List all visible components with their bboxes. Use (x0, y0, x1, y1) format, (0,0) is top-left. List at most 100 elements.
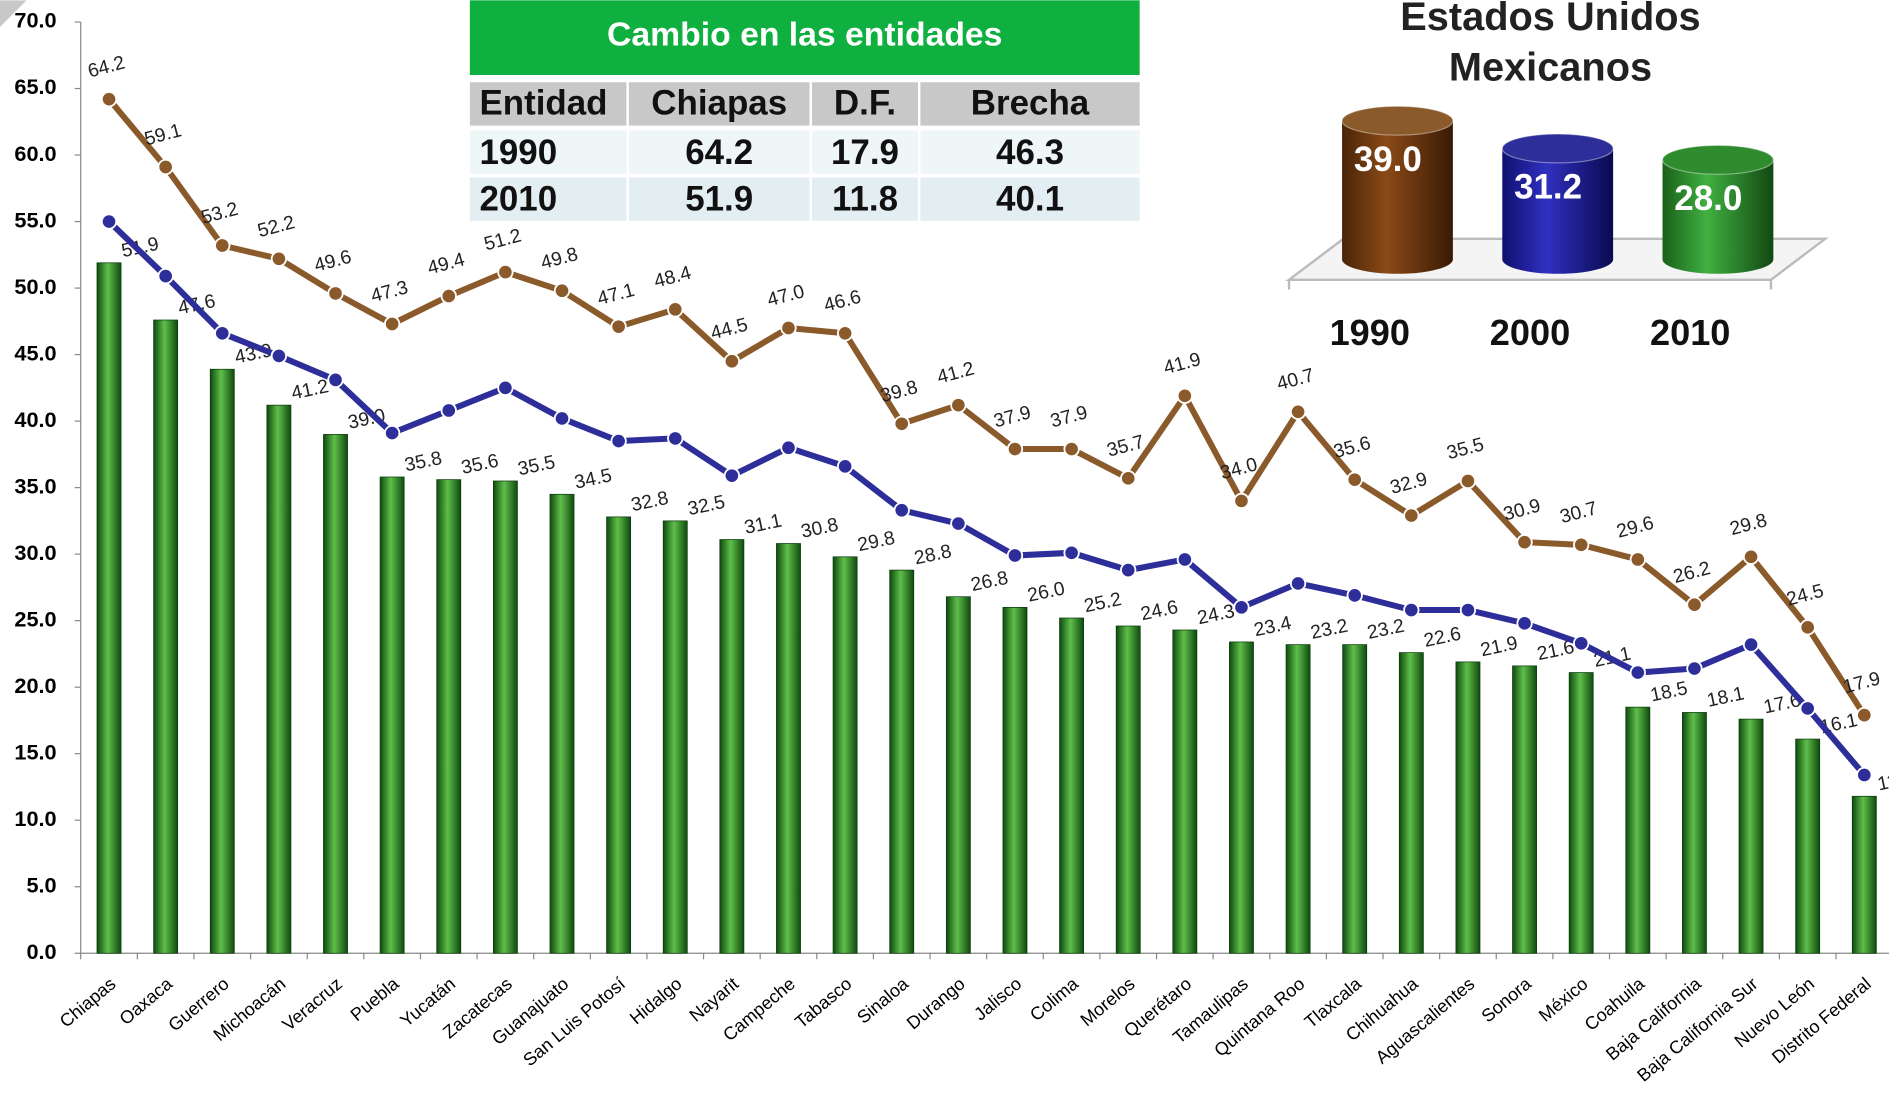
cylinder-year-label: 2000 (1490, 312, 1570, 353)
cylinder-value-label: 28.0 (1674, 179, 1742, 218)
y-tick-label: 50.0 (14, 274, 56, 299)
x-tick-label: Hidalgo (626, 974, 686, 1029)
y-tick-label: 20.0 (14, 673, 56, 698)
line-point (1063, 544, 1080, 561)
table-cell (811, 177, 918, 221)
cylinder-year-label: 1990 (1330, 312, 1410, 353)
bar (889, 569, 915, 954)
line-value-label: 44.5 (709, 315, 751, 345)
bar (1568, 672, 1594, 954)
bar-value-label: 28.8 (912, 541, 953, 569)
line-point (950, 515, 967, 532)
bar (1682, 712, 1707, 954)
y-tick-label: 35.0 (14, 473, 56, 498)
line-point (1233, 492, 1250, 510)
line-point (270, 250, 288, 267)
bar (1738, 718, 1764, 954)
line-point (667, 301, 684, 318)
line-point (1516, 534, 1533, 551)
line-point (610, 318, 627, 335)
cylinder-value-label: 39.0 (1354, 140, 1422, 179)
bar (492, 480, 518, 954)
table-cell (628, 130, 810, 174)
bar (209, 368, 235, 954)
table-title-bg (469, 0, 1140, 76)
line-point (1006, 547, 1024, 564)
line-point (1233, 599, 1250, 616)
bar (549, 493, 575, 954)
y-tick-label: 10.0 (14, 806, 56, 831)
bar (662, 520, 688, 954)
line-point (327, 285, 344, 302)
line-value-label: 24.5 (1784, 581, 1826, 611)
table-header-cell (469, 82, 627, 126)
bar (1229, 641, 1254, 954)
line-point (384, 424, 401, 442)
y-tick-label: 0.0 (26, 939, 56, 964)
line-point (327, 371, 344, 388)
line-point (1176, 387, 1193, 404)
line-point (723, 467, 740, 484)
line-point (440, 287, 457, 305)
line-point (1176, 551, 1193, 568)
bar (1059, 617, 1085, 954)
y-tick-label: 15.0 (14, 739, 56, 764)
line-point (1742, 548, 1760, 565)
bar (153, 319, 179, 954)
line-point (497, 379, 514, 396)
bar (379, 476, 405, 954)
y-tick-label: 60.0 (14, 141, 56, 166)
table-title: Cambio en las entidades (607, 15, 1002, 53)
x-tick-label: Jalisco (970, 974, 1025, 1025)
x-tick-label: Durango (903, 974, 969, 1034)
line-point (950, 397, 967, 414)
line-point (1516, 615, 1533, 632)
line-point (780, 439, 797, 456)
line-point (1006, 440, 1024, 458)
line-value-label: 37.9 (992, 402, 1034, 432)
line-value-label: 35.5 (1445, 434, 1487, 464)
bar (1115, 625, 1141, 954)
line-point (1573, 635, 1590, 652)
line-value-label: 49.8 (539, 244, 581, 274)
cylinder-body (1342, 120, 1453, 274)
y-tick-label: 70.0 (14, 8, 56, 33)
x-tick-label: Aguascalientes (1372, 974, 1479, 1068)
bar-value-label: 31.1 (743, 510, 784, 538)
line-point (1686, 660, 1703, 677)
bar (832, 556, 858, 954)
bar (1455, 661, 1481, 954)
table-header-cell (811, 82, 918, 126)
line-point (553, 410, 571, 427)
table-header-cell (628, 82, 810, 126)
line-point (1403, 507, 1420, 524)
line-point (157, 158, 174, 176)
line-point (440, 402, 457, 419)
line-point (893, 415, 910, 432)
bar (323, 434, 348, 954)
y-tick-label: 30.0 (14, 540, 56, 565)
line-point (100, 91, 118, 108)
line-point (270, 347, 288, 365)
line-value-label: 32.9 (1388, 469, 1430, 499)
table-cell (920, 177, 1140, 221)
line-point (1629, 664, 1646, 681)
line (106, 219, 1867, 777)
line-point (780, 319, 797, 337)
line-point (1799, 619, 1816, 636)
line-point (1403, 601, 1420, 619)
line-value-label: 51.2 (482, 225, 524, 255)
bar (96, 262, 122, 954)
line-value-label: 59.1 (142, 120, 184, 150)
line-point (1573, 536, 1590, 553)
line-point (723, 353, 740, 370)
line-value-label: 52.2 (256, 212, 298, 242)
bar-value-label: 24.3 (1196, 601, 1237, 629)
bar-value-label: 26.0 (1026, 578, 1067, 606)
bar (1851, 795, 1877, 954)
cylinder-top (1501, 133, 1614, 164)
line-point (1346, 471, 1363, 488)
bar (1285, 644, 1311, 954)
line-value-label: 17.9 (1841, 668, 1883, 698)
